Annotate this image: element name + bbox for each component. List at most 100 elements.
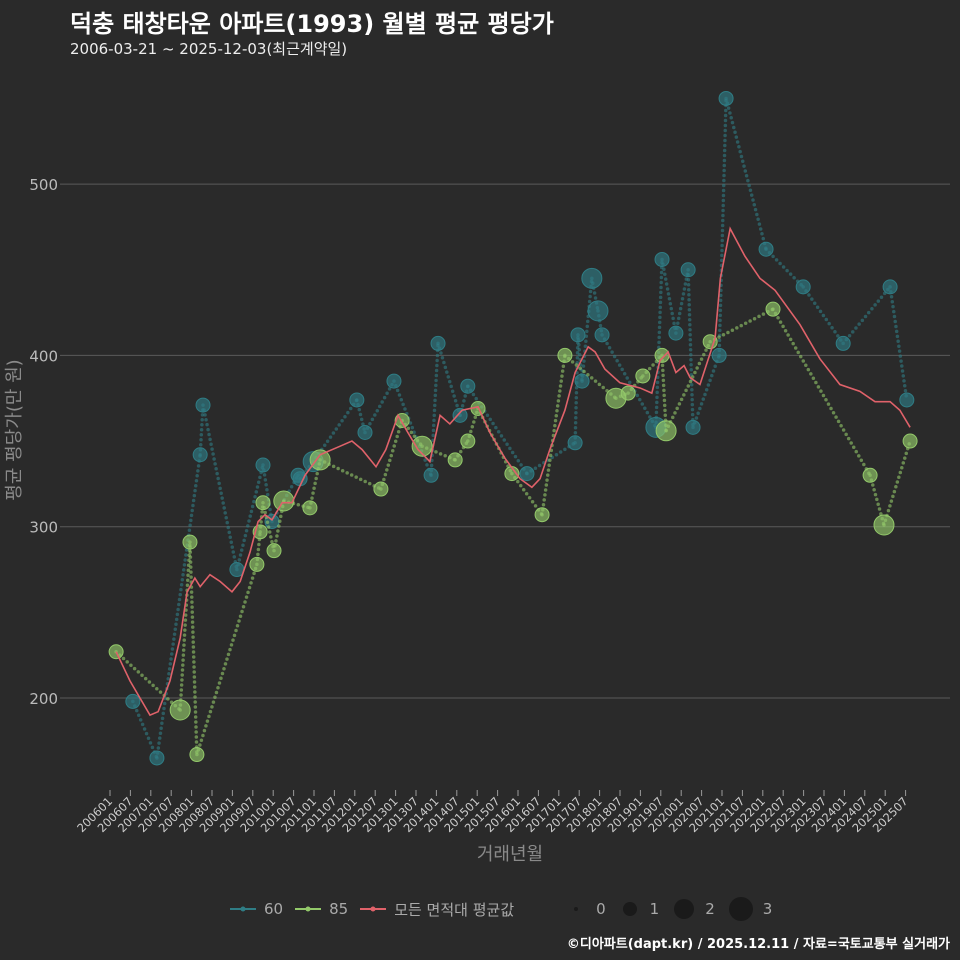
- series-segment: [510, 471, 544, 517]
- data-point: [534, 507, 550, 523]
- data-point: [430, 335, 446, 351]
- series-segment: [188, 540, 199, 757]
- legend-line-icon: [360, 906, 387, 912]
- data-point: [702, 334, 718, 350]
- y-tick-label: 200: [29, 690, 58, 708]
- chart-title: 덕충 태창타운 아파트(1993) 월별 평균 평당가: [70, 10, 554, 38]
- data-point: [570, 327, 586, 343]
- series-segment: [563, 353, 618, 400]
- series-segment: [660, 257, 678, 335]
- data-point: [302, 500, 318, 516]
- legend-item-85: 85: [295, 900, 348, 918]
- data-point: [574, 373, 590, 389]
- data-point: [447, 452, 463, 468]
- data-point: [423, 467, 439, 483]
- data-point: [620, 385, 636, 401]
- size-circle-icon: [574, 907, 579, 911]
- series-segment: [600, 333, 658, 430]
- chart-subtitle: 2006-03-21 ~ 2025-12-03(최근계약일): [70, 40, 348, 58]
- data-point: [795, 279, 811, 295]
- legend: 60 85 모든 면적대 평균값 0 1 2 3: [230, 895, 784, 923]
- series-segment: [525, 441, 577, 476]
- data-point: [255, 457, 271, 473]
- series-segment: [155, 453, 202, 760]
- size-circle-icon: [728, 897, 753, 921]
- legend-line-icon: [230, 906, 256, 912]
- series-average: [115, 226, 911, 717]
- series-segment: [708, 307, 775, 344]
- y-axis-label: 평균 평당가(만 원): [4, 359, 25, 500]
- data-point: [581, 267, 603, 289]
- data-point: [192, 447, 208, 463]
- legend-line-icon: [295, 906, 322, 912]
- data-point: [149, 750, 165, 766]
- data-point: [357, 424, 373, 440]
- series-segment: [724, 96, 768, 251]
- series-segment: [664, 339, 712, 433]
- series-segment: [717, 96, 728, 358]
- series-segment: [888, 285, 909, 402]
- series-segment: [841, 285, 892, 346]
- series-segment: [201, 403, 239, 572]
- series-segment: [686, 268, 695, 430]
- data-point: [873, 514, 895, 536]
- data-point: [765, 301, 781, 317]
- series-segment: [868, 473, 886, 527]
- data-point: [189, 747, 205, 763]
- gridlines: [60, 183, 950, 699]
- data-point: [386, 373, 402, 389]
- series-segment: [674, 268, 690, 335]
- legend-size-0: 0: [564, 897, 606, 921]
- average-line: [115, 226, 911, 717]
- data-point: [882, 279, 898, 295]
- legend-size-3: 3: [727, 895, 773, 923]
- data-point: [255, 495, 271, 511]
- data-point: [587, 300, 609, 322]
- size-circle-icon: [674, 899, 695, 919]
- size-label: 3: [762, 900, 773, 918]
- series-segment: [178, 540, 192, 712]
- y-tick-label: 300: [29, 519, 58, 537]
- x-axis-ticks: 2006012006072007012007072008012008072009…: [74, 790, 911, 835]
- source-caption: ©디아파트(dapt.kr) / 2025.12.11 / 자료=국토교통부 실…: [566, 937, 950, 952]
- data-point: [654, 347, 670, 363]
- series-60: [125, 90, 915, 766]
- data-point: [125, 693, 141, 709]
- legend-item-average: 모든 면적대 평균값: [360, 899, 514, 920]
- series-segment: [882, 439, 912, 527]
- series-segment: [466, 384, 529, 476]
- legend-label: 60: [264, 900, 284, 918]
- x-axis-label: 거래년월: [477, 844, 543, 865]
- data-point: [249, 556, 265, 572]
- series-segment: [198, 403, 205, 457]
- data-point: [862, 467, 878, 483]
- size-circle-icon: [622, 902, 637, 916]
- legend-item-60: 60: [230, 900, 283, 918]
- data-point: [680, 262, 696, 278]
- data-point: [273, 490, 295, 512]
- series-segment: [764, 247, 805, 289]
- data-point: [169, 699, 191, 721]
- series-segment: [429, 341, 440, 478]
- data-point: [594, 327, 610, 343]
- series-segment: [235, 463, 265, 572]
- series-segment: [114, 649, 182, 712]
- data-point: [655, 420, 677, 442]
- data-point: [567, 435, 583, 451]
- series-segment: [131, 699, 159, 760]
- data-point: [309, 449, 331, 471]
- data-point: [654, 251, 670, 267]
- series-segment: [576, 333, 584, 383]
- data-point: [718, 90, 734, 106]
- series-segment: [318, 458, 383, 491]
- series-segment: [573, 333, 580, 445]
- series-segment: [654, 257, 664, 430]
- series-segment: [580, 276, 594, 383]
- data-point: [519, 466, 535, 482]
- data-point: [711, 347, 727, 363]
- data-point: [411, 435, 433, 457]
- data-point: [373, 481, 389, 497]
- data-point: [266, 543, 282, 559]
- y-axis-ticks: 200 300 400 500: [29, 176, 58, 708]
- data-point: [635, 368, 651, 384]
